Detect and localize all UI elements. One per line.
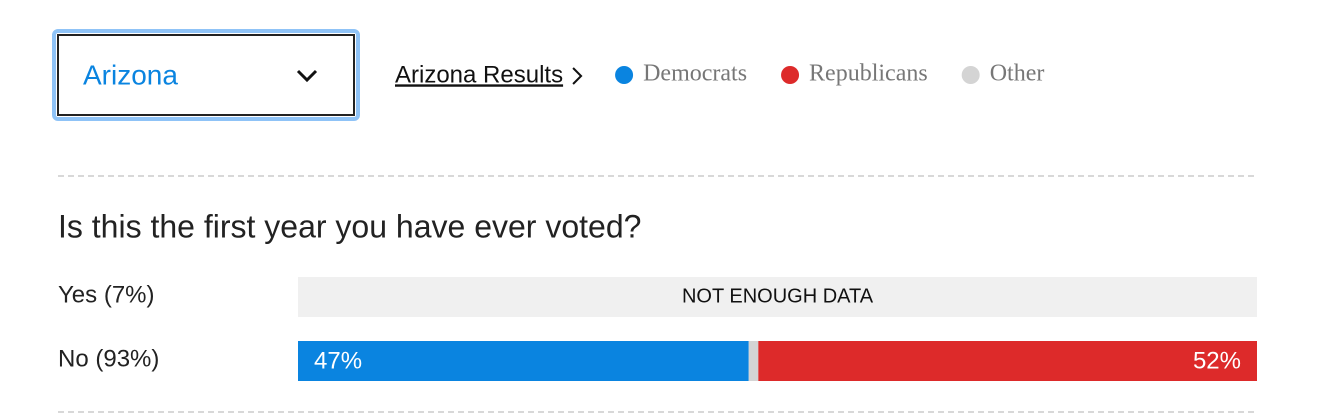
legend-dot xyxy=(961,66,980,84)
no-data-bar xyxy=(298,277,1257,317)
legend-label: Democrats xyxy=(643,61,747,87)
value-label: 52% xyxy=(1193,347,1241,374)
legend-label: Other xyxy=(990,61,1045,87)
bar-segment xyxy=(298,341,749,381)
value-label: 47% xyxy=(314,347,362,374)
legend-label: Republicans xyxy=(809,61,928,87)
legend-dot xyxy=(781,66,800,84)
bar-segment xyxy=(748,341,759,381)
question: Is this the first year you have ever vot… xyxy=(58,208,641,244)
results-link[interactable]: Arizona Results xyxy=(395,61,563,88)
state-select[interactable] xyxy=(57,34,355,116)
select-value: Arizona xyxy=(83,59,178,90)
legend-dot xyxy=(615,66,634,84)
link-arrow xyxy=(572,67,583,85)
no-data-label: NOT ENOUGH DATA xyxy=(682,285,874,307)
bar-segment xyxy=(758,341,1257,381)
row-label: No (93%) xyxy=(58,345,159,372)
select-focus-ring xyxy=(52,29,360,121)
row-label: Yes (7%) xyxy=(58,281,155,308)
select-chevron xyxy=(296,69,318,83)
